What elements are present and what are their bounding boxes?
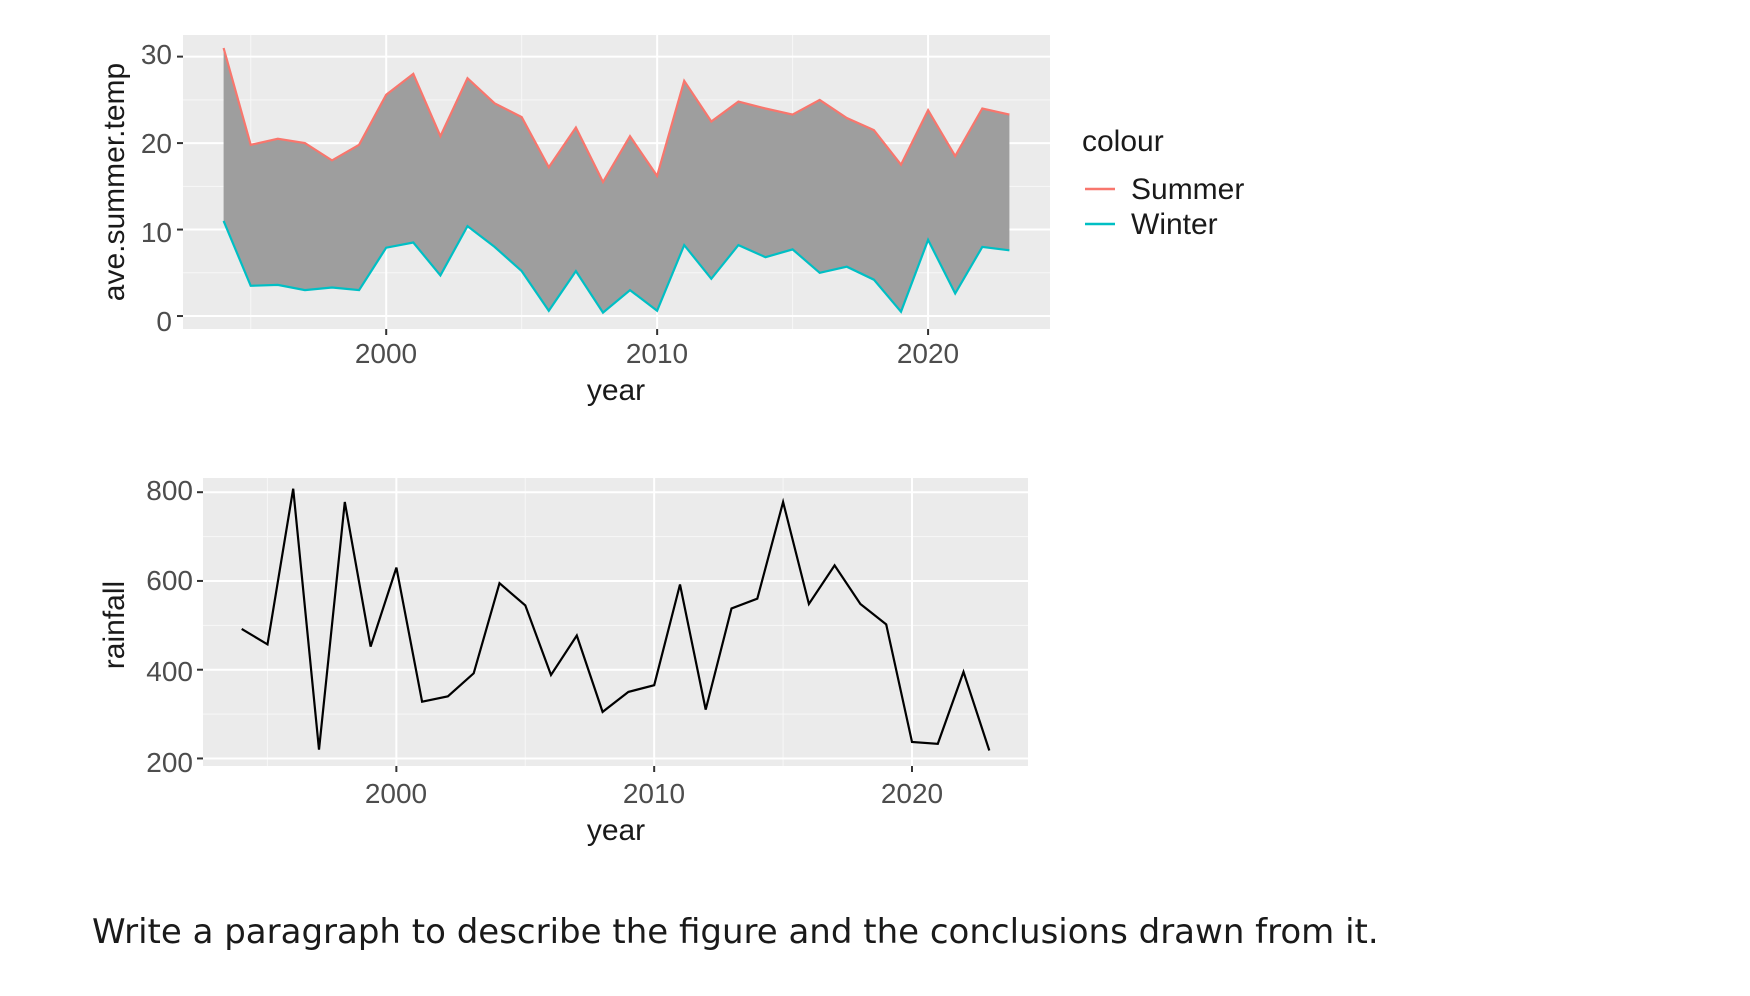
- rain-gridlines: [203, 478, 1028, 766]
- rain-xtick-label: 2020: [881, 778, 943, 809]
- rainfall-chart: 200 400 600 800 2000 2010 2020 year rain…: [98, 475, 1028, 847]
- winter-line: [222, 220, 1010, 315]
- temp-xtick-label: 2000: [355, 338, 417, 369]
- rain-xtick-label: 2000: [365, 778, 427, 809]
- temperature-chart: 0 10 20 30 2000 2010 2020 year ave.summe…: [98, 35, 1244, 407]
- rain-x-axis-title: year: [587, 814, 645, 847]
- temp-xtick-label: 2010: [626, 338, 688, 369]
- temp-x-axis-title: year: [587, 374, 645, 407]
- temp-xtick-label: 2020: [897, 338, 959, 369]
- figure: 0 10 20 30 2000 2010 2020 year ave.summe…: [98, 35, 1244, 847]
- temp-ytick-label: 30: [141, 39, 172, 70]
- legend: colour Summer Winter: [1082, 125, 1244, 241]
- legend-label-winter: Winter: [1131, 208, 1218, 241]
- temp-y-axis-title: ave.summer.temp: [98, 63, 131, 301]
- rainfall-line: [241, 488, 991, 751]
- rain-ytick-label: 800: [146, 475, 193, 506]
- rain-y-axis-title: rainfall: [98, 581, 131, 669]
- rain-xtick-label: 2010: [623, 778, 685, 809]
- temp-ytick-label: 20: [141, 128, 172, 159]
- temp-ribbon-area: [223, 48, 1010, 313]
- summer-line: [222, 47, 1010, 185]
- rain-ytick-label: 600: [146, 565, 193, 596]
- legend-title: colour: [1082, 125, 1164, 158]
- rain-plot-panel: [203, 478, 1028, 766]
- rain-axes: [197, 491, 913, 772]
- legend-label-summer: Summer: [1131, 173, 1244, 206]
- temp-axes: [177, 55, 930, 335]
- temp-ytick-label: 10: [141, 217, 172, 248]
- rain-ytick-label: 200: [146, 747, 193, 778]
- question-text: Write a paragraph to describe the figure…: [92, 912, 1379, 952]
- temp-ytick-label: 0: [156, 306, 172, 337]
- rain-ytick-label: 400: [146, 656, 193, 687]
